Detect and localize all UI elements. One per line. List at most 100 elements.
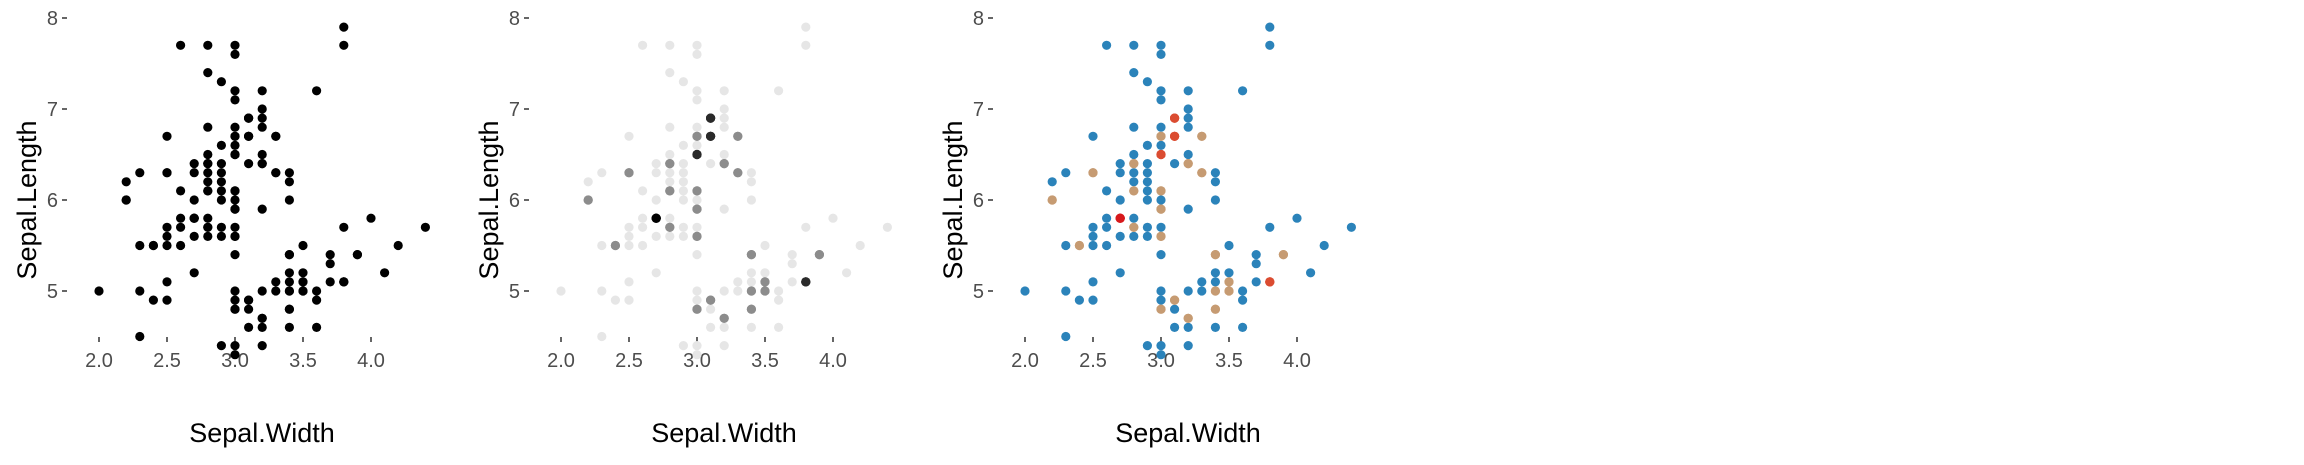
data-point: [230, 140, 240, 150]
data-point: [678, 186, 689, 196]
data-point: [1102, 213, 1112, 223]
data-point: [692, 40, 702, 50]
data-point: [271, 168, 281, 178]
data-point: [1061, 240, 1071, 251]
data-point: [1210, 277, 1220, 287]
data-point: [1170, 131, 1180, 141]
data-point: [733, 277, 743, 287]
data-point: [1102, 186, 1112, 196]
data-point: [787, 259, 797, 269]
data-point: [1156, 222, 1166, 232]
data-point: [162, 295, 172, 305]
data-point: [176, 222, 186, 232]
data-point: [719, 104, 729, 114]
data-point: [706, 159, 716, 169]
data-point: [230, 304, 240, 314]
data-point: [801, 277, 811, 287]
data-point: [1156, 186, 1166, 196]
data-point: [257, 122, 267, 132]
data-point: [244, 304, 254, 314]
data-point: [692, 222, 702, 232]
data-point: [1129, 122, 1139, 132]
data-point: [1088, 295, 1098, 305]
data-point: [1170, 159, 1180, 169]
data-point: [230, 286, 240, 296]
data-point: [1129, 222, 1139, 232]
x-tick-label: 4.0: [357, 350, 385, 372]
y-tick-label: 7: [509, 99, 520, 121]
data-point: [638, 213, 648, 223]
data-point: [1224, 268, 1234, 278]
data-point: [271, 277, 281, 287]
data-point: [1156, 341, 1166, 351]
data-point: [651, 268, 661, 278]
data-point: [121, 195, 131, 205]
data-point: [1170, 304, 1180, 314]
data-point: [1183, 286, 1193, 296]
data-point: [1129, 149, 1139, 160]
data-point: [692, 341, 702, 351]
data-point: [162, 168, 172, 178]
data-point: [284, 195, 294, 205]
data-point: [1156, 195, 1166, 205]
x-tick-label: 3.5: [751, 350, 779, 372]
data-point: [257, 313, 267, 323]
data-point: [665, 177, 675, 187]
data-point: [1047, 195, 1057, 205]
data-point: [1170, 322, 1180, 332]
data-point: [1224, 240, 1234, 251]
data-point: [176, 186, 186, 196]
y-tick-label: 6: [47, 190, 58, 212]
data-point: [1251, 277, 1261, 287]
x-tick-label: 4.0: [819, 350, 847, 372]
data-point: [638, 222, 648, 232]
data-point: [230, 231, 240, 241]
data-point: [284, 277, 294, 287]
data-point: [1142, 231, 1152, 241]
data-point: [610, 295, 621, 305]
data-point: [1183, 86, 1193, 96]
data-point: [312, 286, 322, 296]
data-point: [94, 286, 104, 296]
data-point: [624, 240, 634, 251]
data-point: [1142, 186, 1152, 196]
data-point: [1210, 286, 1220, 296]
data-point: [1088, 222, 1098, 232]
data-point: [692, 286, 702, 296]
data-point: [203, 159, 213, 169]
data-point: [1115, 231, 1125, 241]
data-point: [230, 186, 240, 196]
data-point: [1088, 277, 1098, 287]
data-point: [1210, 304, 1220, 314]
data-point: [746, 277, 757, 287]
data-point: [148, 295, 158, 305]
data-point: [325, 250, 335, 260]
data-point: [1142, 222, 1152, 232]
data-point: [325, 277, 335, 287]
data-point: [719, 113, 729, 123]
data-point: [1197, 168, 1207, 178]
data-point: [583, 195, 593, 205]
panel-1: 5 6 7 8 2.0 2.5 3.0 3.5 4.0 Sepal.Width …: [12, 8, 430, 448]
data-point: [1346, 222, 1356, 232]
data-point: [692, 186, 702, 196]
data-point: [638, 40, 648, 50]
data-point: [801, 40, 811, 50]
data-point: [230, 49, 240, 60]
data-point: [1265, 222, 1275, 232]
data-point: [719, 159, 729, 169]
data-point: [203, 177, 213, 187]
data-point: [706, 304, 716, 314]
data-point: [760, 286, 770, 296]
data-point: [216, 140, 226, 150]
data-point: [1156, 49, 1166, 60]
data-point: [692, 95, 702, 105]
data-point: [665, 159, 675, 169]
data-point: [1210, 177, 1220, 187]
y-tick-label: 8: [509, 8, 520, 30]
panel-2: 5 6 7 8 2.0 2.5 3.0 3.5 4.0 Sepal.Width …: [474, 8, 893, 448]
data-point: [162, 231, 172, 241]
y-tick-label: 6: [973, 190, 984, 212]
data-point: [257, 286, 267, 296]
data-point: [1142, 341, 1152, 351]
